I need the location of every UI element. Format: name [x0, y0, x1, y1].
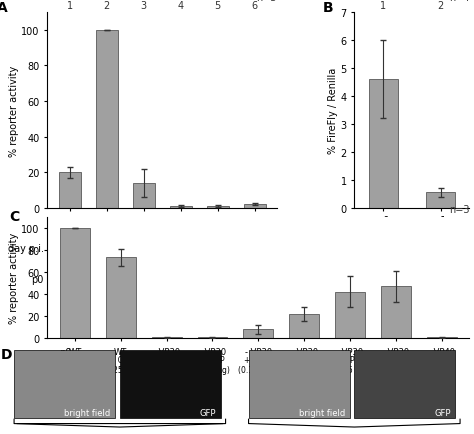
Text: 1: 1 — [178, 259, 184, 269]
Bar — [369, 80, 398, 208]
Text: -: - — [73, 355, 76, 365]
Bar — [198, 337, 228, 339]
Bar — [60, 228, 90, 339]
Bar — [106, 258, 136, 339]
FancyBboxPatch shape — [120, 351, 221, 418]
Text: - VP40: - VP40 — [239, 275, 271, 285]
Text: - VP30: - VP30 — [245, 347, 272, 356]
Text: 3: 3 — [141, 259, 147, 269]
Text: + VP30
(2.5 μg): + VP30 (2.5 μg) — [381, 355, 411, 374]
FancyBboxPatch shape — [248, 351, 350, 418]
Bar — [170, 207, 192, 208]
Text: - VP40: - VP40 — [202, 275, 234, 285]
Text: WT: WT — [99, 275, 114, 285]
Text: 4: 4 — [178, 1, 184, 11]
Text: p0: p0 — [59, 347, 72, 357]
Y-axis label: % reporter activity: % reporter activity — [9, 232, 18, 323]
Text: GFP: GFP — [200, 408, 216, 417]
Text: + VP30
(0.375 μg): + VP30 (0.375 μg) — [284, 355, 324, 374]
Bar — [427, 337, 456, 339]
Text: 1: 1 — [380, 1, 386, 11]
Text: 3: 3 — [252, 259, 258, 269]
Text: p0: p0 — [31, 275, 44, 285]
Bar — [244, 205, 266, 208]
Text: 6: 6 — [252, 1, 258, 11]
Bar — [96, 31, 118, 208]
Text: WT: WT — [62, 275, 77, 285]
Bar — [289, 314, 319, 339]
Text: 2: 2 — [215, 259, 221, 269]
Text: 1: 1 — [66, 259, 73, 269]
Bar — [244, 330, 273, 339]
Y-axis label: % FireFly / Renilla: % FireFly / Renilla — [328, 68, 338, 154]
Text: bright field: bright field — [299, 408, 345, 417]
Text: day p.i.: day p.i. — [8, 243, 44, 253]
Text: 2: 2 — [438, 1, 444, 11]
Bar — [152, 337, 182, 339]
Bar — [207, 207, 229, 208]
Text: p1: p1 — [59, 355, 72, 365]
Text: -: - — [165, 355, 168, 365]
Text: - VP30: - VP30 — [291, 347, 318, 356]
Y-axis label: % reporter activity: % reporter activity — [9, 65, 18, 156]
Text: 2: 2 — [103, 259, 110, 269]
Text: GFP: GFP — [434, 408, 451, 417]
Text: 1: 1 — [66, 1, 73, 11]
Text: - VP30: - VP30 — [337, 347, 364, 356]
Text: -: - — [440, 355, 443, 365]
Text: n=4: n=4 — [449, 0, 469, 3]
FancyBboxPatch shape — [354, 351, 456, 418]
Text: + GFP
(1.25 μg): + GFP (1.25 μg) — [195, 355, 230, 374]
Text: 2: 2 — [103, 1, 110, 11]
Bar — [335, 292, 365, 339]
Text: bright field: bright field — [64, 408, 110, 417]
Bar — [58, 173, 81, 208]
Bar — [381, 286, 411, 339]
Text: WT: WT — [114, 347, 128, 356]
Text: 5: 5 — [215, 1, 221, 11]
Text: + VP30
(0.125 μg): + VP30 (0.125 μg) — [238, 355, 278, 374]
Text: + GFP
(1.25 μg): + GFP (1.25 μg) — [103, 355, 138, 374]
Text: - VP40: - VP40 — [165, 275, 196, 285]
Text: - VP30: - VP30 — [199, 347, 226, 356]
Text: + VP30
(1.25 μg): + VP30 (1.25 μg) — [333, 355, 367, 374]
Text: n=3: n=3 — [449, 204, 469, 214]
Text: D: D — [0, 347, 12, 361]
Text: 3: 3 — [141, 1, 147, 11]
Text: WT: WT — [136, 275, 151, 285]
Text: - VP30: - VP30 — [383, 347, 410, 356]
Text: C: C — [9, 210, 20, 224]
Bar — [426, 193, 455, 208]
Text: n=3: n=3 — [256, 0, 277, 3]
Text: - VP30: - VP30 — [153, 347, 180, 356]
Text: A: A — [0, 1, 8, 15]
FancyBboxPatch shape — [14, 351, 115, 418]
Bar — [133, 184, 155, 208]
Text: - VP40: - VP40 — [428, 347, 455, 356]
Text: B: B — [322, 1, 333, 15]
Text: WT: WT — [68, 347, 82, 356]
